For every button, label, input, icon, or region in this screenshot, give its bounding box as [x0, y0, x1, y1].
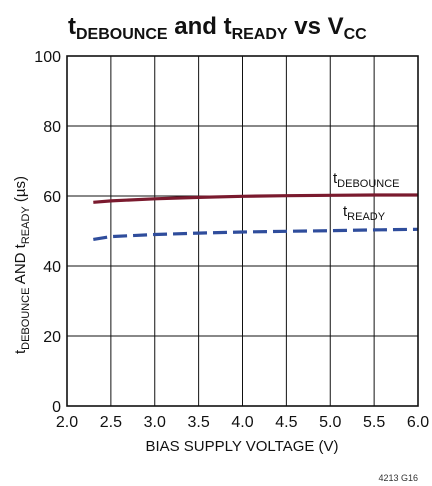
series-lines [93, 193, 419, 241]
series-label-tready: tREADY [343, 203, 386, 223]
x-tick-label: 3.0 [144, 414, 166, 431]
plot-frame [66, 55, 419, 407]
series-line-ready [93, 227, 419, 241]
y-tick-label: 100 [34, 49, 61, 66]
x-tick-label: 5.0 [319, 414, 341, 431]
chart-title: tDEBOUNCE and tREADY vs VCC [68, 13, 367, 43]
y-tick-label: 80 [43, 119, 61, 136]
series-label-tdebounce: tDEBOUNCE [333, 170, 400, 190]
x-tick-label: 5.5 [363, 414, 385, 431]
y-tick-label: 60 [43, 189, 61, 206]
y-tick-label: 40 [43, 259, 61, 276]
x-tick-labels: 2.0 2.5 3.0 3.5 4.0 4.5 5.0 5.5 6.0 [56, 414, 429, 431]
x-tick-label: 4.0 [231, 414, 253, 431]
x-tick-label: 3.5 [188, 414, 210, 431]
y-tick-label: 0 [52, 399, 61, 416]
figure-code: 4213 G16 [378, 473, 418, 483]
y-tick-label: 20 [43, 329, 61, 346]
series-line-debounce [93, 193, 418, 204]
x-tick-label: 6.0 [407, 414, 429, 431]
x-axis-label: BIAS SUPPLY VOLTAGE (V) [145, 438, 338, 455]
x-tick-label: 4.5 [275, 414, 297, 431]
x-tick-label: 2.5 [100, 414, 122, 431]
x-tick-label: 2.0 [56, 414, 78, 431]
y-axis-label: tDEBOUNCE AND tREADY (µs) [12, 176, 32, 354]
y-tick-labels: 0 20 40 60 80 100 [34, 49, 61, 416]
